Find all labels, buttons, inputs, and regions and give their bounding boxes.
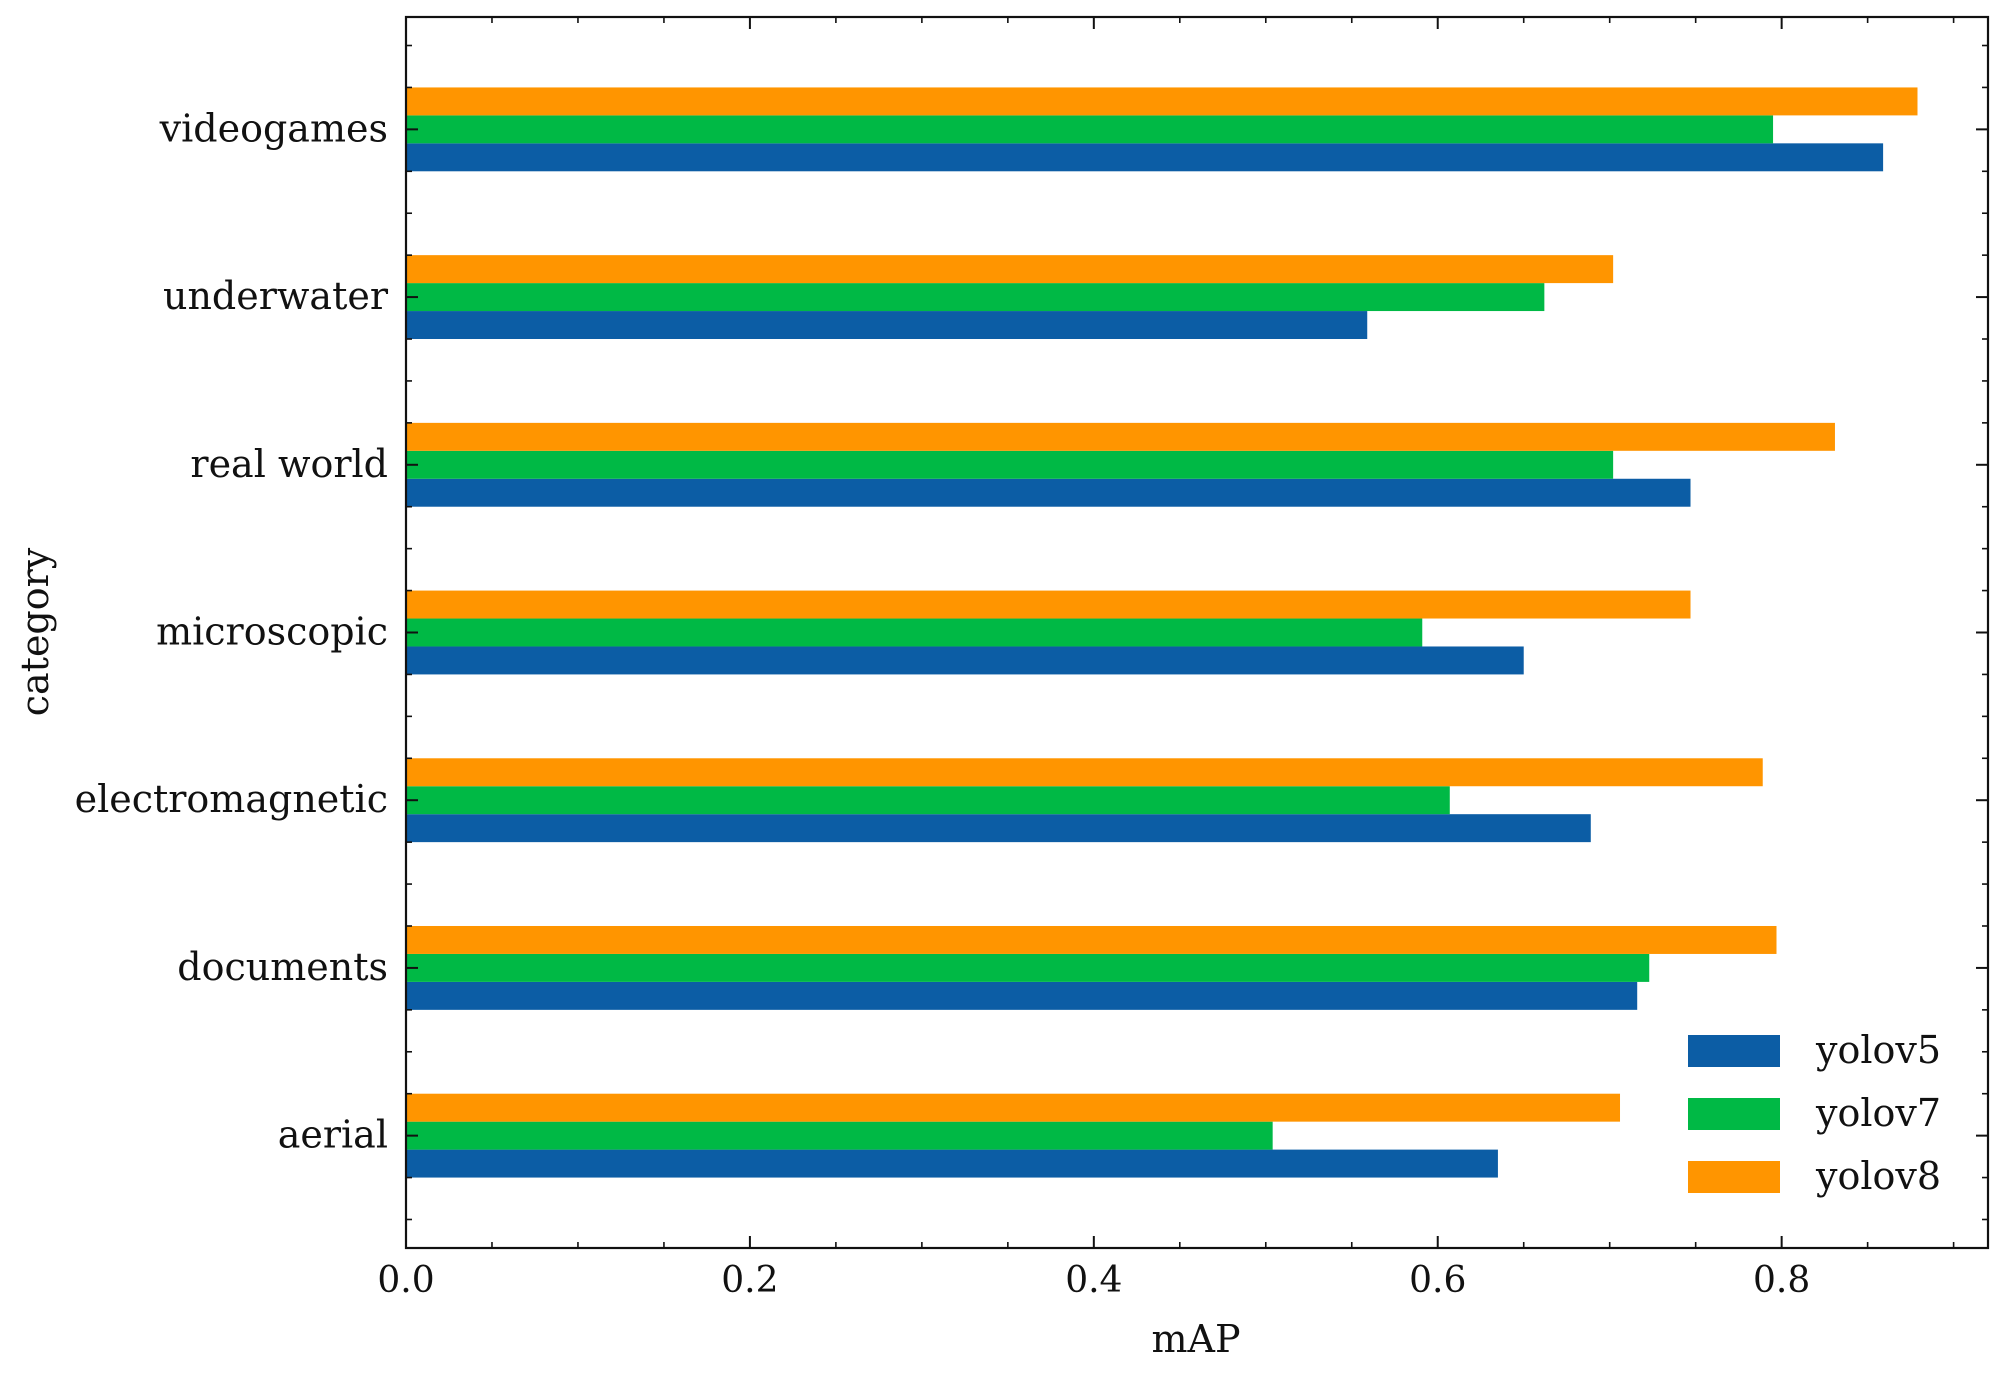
y-tick-label-real-world: real world [190, 442, 388, 486]
bar-yolov8-microscopic [406, 590, 1691, 619]
bar-yolov7-electromagnetic [406, 786, 1450, 815]
legend-swatch-yolov5 [1688, 1035, 1780, 1067]
bar-yolov5-documents [406, 981, 1638, 1010]
legend-label-yolov8: yolov8 [1815, 1154, 1941, 1198]
legend-label-yolov5: yolov5 [1815, 1028, 1941, 1072]
bar-yolov7-microscopic [406, 618, 1423, 647]
x-tick-label: 0.6 [1409, 1260, 1466, 1301]
bar-yolov8-electromagnetic [406, 758, 1763, 787]
y-axis-label: category [13, 547, 57, 716]
bar-yolov5-underwater [406, 311, 1368, 340]
bar-yolov5-aerial [406, 1149, 1498, 1178]
bar-yolov8-underwater [406, 255, 1614, 284]
bar-yolov5-microscopic [406, 646, 1524, 675]
bar-yolov7-videogames [406, 115, 1774, 144]
legend-swatch-yolov8 [1688, 1161, 1780, 1193]
legend-swatch-yolov7 [1688, 1098, 1780, 1130]
x-tick-label: 0.8 [1753, 1260, 1810, 1301]
bars-layer [406, 87, 1918, 1178]
bar-yolov7-documents [406, 953, 1650, 982]
x-tick-label: 0.4 [1065, 1260, 1122, 1301]
bar-yolov5-videogames [406, 143, 1884, 172]
bar-yolov8-documents [406, 925, 1777, 954]
bar-yolov7-aerial [406, 1121, 1273, 1150]
legend-label-yolov7: yolov7 [1815, 1091, 1941, 1135]
labels-layer: 0.0 0.2 0.4 0.6 0.8 aerial documents electromag… [75, 106, 1811, 1301]
bar-yolov5-real-world [406, 478, 1691, 507]
y-tick-label-videogames: videogames [159, 106, 388, 150]
bar-yolov8-videogames [406, 87, 1918, 116]
y-tick-label-aerial: aerial [278, 1113, 388, 1157]
bar-yolov7-real-world [406, 450, 1614, 479]
bar-yolov8-aerial [406, 1093, 1621, 1122]
plot-frame [404, 15, 1990, 1250]
legend: yolov5 yolov7 yolov8 [1688, 1028, 1941, 1198]
bar-yolov7-underwater [406, 283, 1545, 312]
bar-yolov5-electromagnetic [406, 814, 1591, 843]
x-axis-label: mAP [1151, 1317, 1240, 1361]
y-tick-label-electromagnetic: electromagnetic [75, 777, 388, 821]
x-tick-label: 0.2 [721, 1260, 778, 1301]
y-tick-label-documents: documents [177, 945, 388, 989]
y-tick-label-microscopic: microscopic [156, 610, 388, 654]
x-tick-label: 0.0 [377, 1260, 434, 1301]
bar-yolov8-real-world [406, 422, 1835, 451]
y-tick-label-underwater: underwater [163, 274, 389, 318]
